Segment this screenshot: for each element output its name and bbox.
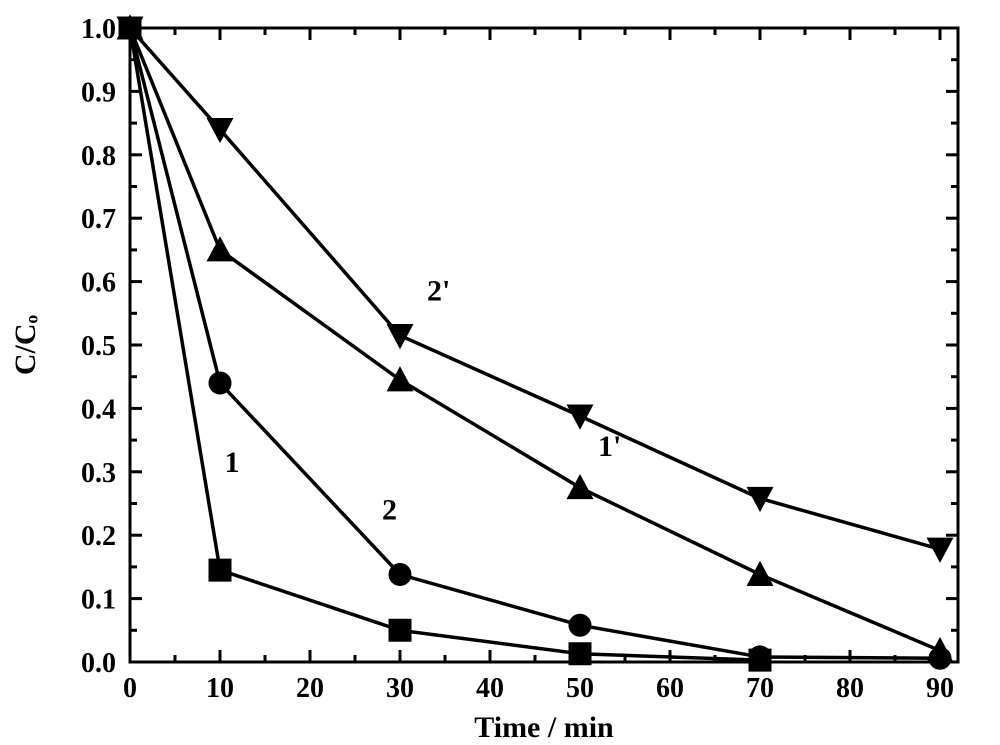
xtick-label: 70 — [746, 673, 774, 704]
y-axis-label: C/Cₒ — [9, 314, 42, 375]
series-annotation: 2 — [382, 493, 397, 526]
ytick-label: 0.2 — [81, 521, 116, 552]
marker-series-2 — [749, 646, 771, 668]
series-annotation: 1' — [598, 430, 621, 463]
ytick-label: 0.1 — [81, 585, 116, 616]
ytick-label: 1.0 — [81, 14, 116, 45]
series-annotation: 2' — [427, 275, 450, 308]
marker-series-1 — [569, 643, 591, 665]
xtick-label: 30 — [386, 673, 414, 704]
xtick-label: 80 — [836, 673, 864, 704]
chart-container: 0 10 20 30 40 50 60 70 80 90 0.0 0.1 0.2 0.3 0.4 0.5 0.6… — [0, 0, 1000, 745]
ytick-label: 0.3 — [81, 458, 116, 489]
x-axis-label: Time / min — [474, 711, 614, 744]
ytick-label: 0.0 — [81, 648, 116, 679]
marker-series-2 — [209, 372, 231, 394]
marker-series-1 — [209, 559, 231, 581]
decay-chart: 0 10 20 30 40 50 60 70 80 90 0.0 0.1 0.2 0.3 0.4 0.5 0.6… — [0, 0, 1000, 745]
ytick-label: 0.4 — [81, 394, 116, 425]
ytick-label: 0.9 — [81, 77, 116, 108]
xtick-label: 20 — [296, 673, 324, 704]
series-annotation: 1 — [225, 446, 240, 479]
marker-series-2 — [569, 614, 591, 636]
ytick-label: 0.8 — [81, 141, 116, 172]
xtick-label: 60 — [656, 673, 684, 704]
ytick-label: 0.5 — [81, 331, 116, 362]
xtick-label: 10 — [206, 673, 234, 704]
xtick-label: 90 — [926, 673, 954, 704]
xtick-label: 0 — [123, 673, 137, 704]
xtick-label: 50 — [566, 673, 594, 704]
xtick-label: 40 — [476, 673, 504, 704]
ytick-label: 0.7 — [81, 204, 116, 235]
marker-series-1 — [389, 619, 411, 641]
ytick-label: 0.6 — [81, 268, 116, 299]
marker-series-2 — [389, 564, 411, 586]
